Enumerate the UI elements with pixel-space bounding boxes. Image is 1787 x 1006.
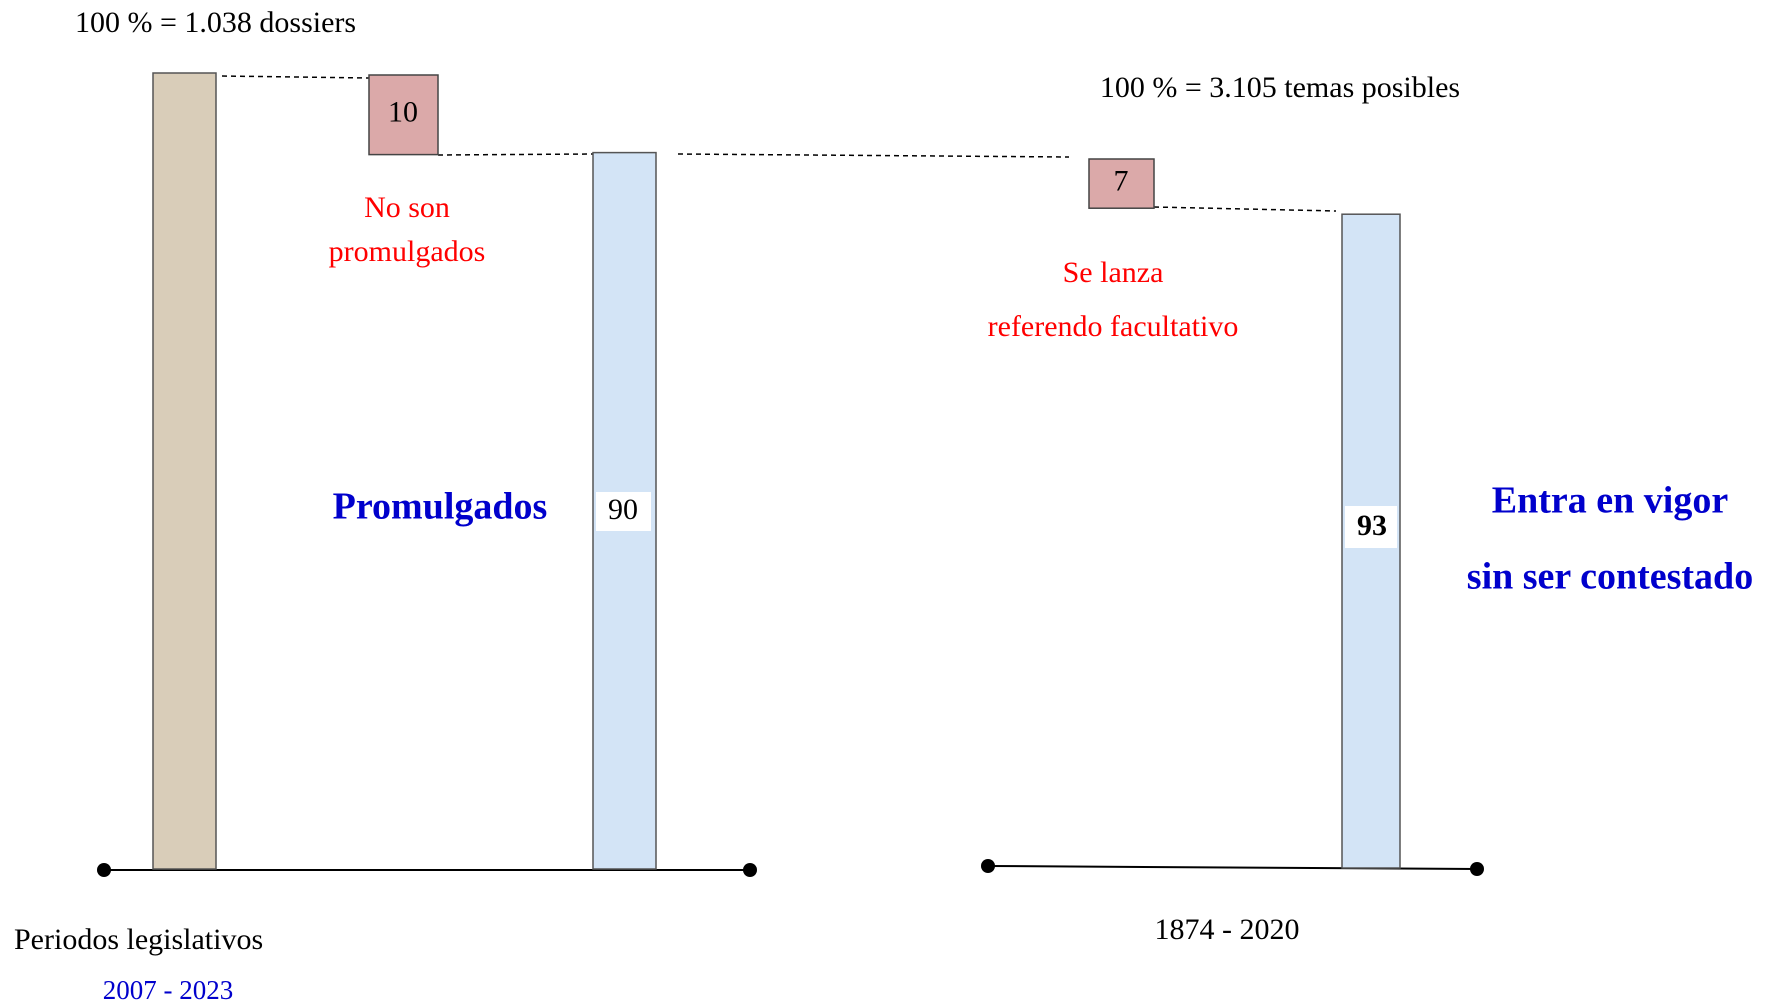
challenged-value: 7: [1114, 164, 1129, 197]
period-label: 1874 - 2020: [1155, 913, 1300, 946]
connector: [221, 75, 370, 79]
axis-end: [97, 863, 111, 877]
total-bar: [152, 72, 217, 870]
connector: [677, 153, 1070, 158]
in-force-label: sin ser contestado: [1467, 556, 1753, 598]
rejected-label: promulgados: [329, 235, 486, 268]
axis-line: [987, 865, 1478, 870]
in-force-label: Entra en vigor: [1492, 480, 1729, 522]
value-bg: [1345, 506, 1397, 548]
axis-end: [743, 863, 757, 877]
left-total-label: 100 % = 1.038 dossiers: [75, 6, 356, 39]
in-force-value: 93: [1357, 509, 1387, 542]
challenged-label: referendo facultativo: [988, 310, 1239, 343]
challenged-label: Se lanza: [1063, 256, 1164, 289]
passed-label: Promulgados: [333, 486, 548, 528]
value-bg: [596, 492, 651, 531]
right-total-label: 100 % = 3.105 temas posibles: [1100, 71, 1460, 104]
connector: [437, 153, 594, 156]
axis-label: Periodos legislativos: [14, 923, 263, 956]
connector: [1153, 206, 1337, 212]
axis-end: [1470, 862, 1484, 876]
rejected-box: [368, 74, 439, 156]
passed-value: 90: [608, 493, 638, 526]
rejected-label: No son: [364, 191, 450, 224]
axis-end: [981, 859, 995, 873]
challenged-box: [1088, 158, 1155, 209]
period-label: 2007 - 2023: [103, 975, 234, 1005]
rejected-value: 10: [388, 96, 418, 129]
